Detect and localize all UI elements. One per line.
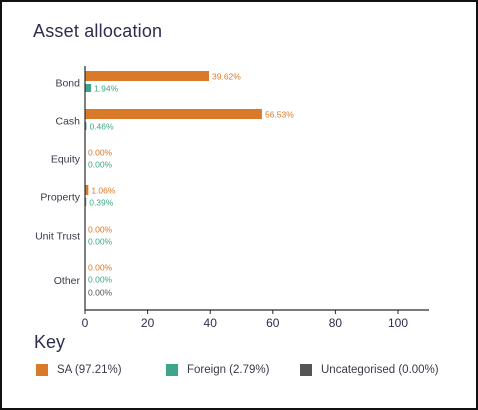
value-label-cash-series-0: 56.53% [265, 110, 294, 120]
x-tick-label-80: 80 [329, 316, 343, 330]
bar-property-series-1 [85, 198, 87, 206]
value-label-other-series-2: 0.00% [88, 288, 113, 298]
category-label-cash: Cash [55, 116, 80, 128]
value-label-bond-series-0: 39.62% [212, 72, 241, 82]
legend-item-sa: SA (97.21%) [36, 364, 122, 376]
value-label-cash-series-1: 0.46% [89, 122, 114, 132]
bar-bond-series-1 [85, 84, 92, 92]
legend-swatch-uncategorised [300, 364, 312, 376]
x-tick-label-60: 60 [266, 316, 280, 330]
legend-item-foreign: Foreign (2.79%) [166, 364, 269, 376]
value-label-bond-series-1: 1.94% [94, 84, 119, 94]
value-label-equity-series-1: 0.00% [88, 160, 113, 170]
legend-label-foreign: Foreign (2.79%) [187, 364, 270, 376]
bar-bond-series-0 [85, 71, 210, 81]
value-label-property-series-1: 0.39% [89, 198, 114, 208]
x-tick-label-20: 20 [141, 316, 155, 330]
legend-label-sa: SA (97.21%) [57, 364, 122, 376]
value-label-equity-series-0: 0.00% [88, 148, 113, 158]
chart-title: Asset allocation [33, 21, 163, 41]
value-label-property-series-0: 1.06% [91, 186, 116, 196]
category-label-bond: Bond [55, 78, 80, 90]
value-labels-layer: 39.62% 1.94% 56.53% 0.46% 0.00% 0.00% 1.06% 0.3… [88, 72, 294, 298]
category-label-unit-trust: Unit Trust [35, 231, 80, 243]
legend-swatch-foreign [166, 364, 178, 376]
value-label-unit-trust-series-0: 0.00% [88, 225, 113, 235]
category-label-property: Property [40, 192, 80, 204]
category-label-equity: Equity [51, 154, 81, 166]
bar-property-series-0 [85, 185, 89, 195]
category-label-other: Other [54, 275, 81, 287]
x-tick-label-100: 100 [388, 316, 408, 330]
category-labels-layer: Bond Cash Equity Property Unit Trust Other [35, 78, 81, 288]
bars-layer [85, 71, 262, 206]
x-tick-label-40: 40 [204, 316, 218, 330]
x-axis: 0 20 40 60 80 100 [82, 66, 429, 330]
legend-title: Key [34, 332, 66, 352]
legend-item-uncategorised: Uncategorised (0.00%) [300, 364, 439, 376]
bar-cash-series-1 [85, 122, 87, 130]
value-label-unit-trust-series-1: 0.00% [88, 237, 113, 247]
legend-swatch-sa [36, 364, 48, 376]
value-label-other-series-1: 0.00% [88, 275, 113, 285]
legend-label-uncategorised: Uncategorised (0.00%) [321, 364, 439, 376]
value-label-other-series-0: 0.00% [88, 263, 113, 273]
x-tick-label-0: 0 [82, 316, 89, 330]
bar-cash-series-0 [85, 109, 262, 119]
